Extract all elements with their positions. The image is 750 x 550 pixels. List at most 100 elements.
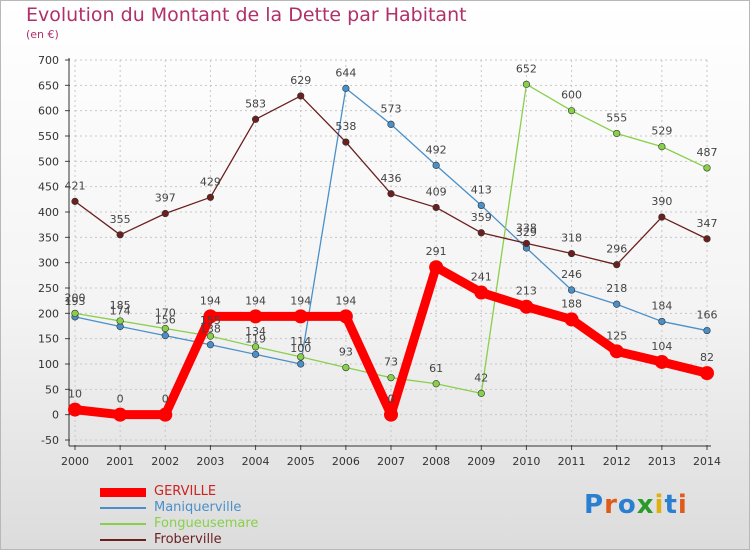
legend-label: Froberville [154,532,222,547]
data-point [387,374,395,382]
data-label: 93 [339,346,353,359]
data-point [700,366,714,381]
data-point [613,300,621,308]
data-label: 241 [471,271,492,284]
data-point [474,285,489,300]
data-label: 0 [117,393,124,406]
y-tick-label: 650 [38,79,59,92]
x-tick-label: 2003 [196,455,224,468]
data-point [203,309,218,324]
data-point [477,389,485,397]
legend-item-fongueusemare: Fongueusemare [100,516,258,532]
data-point [342,84,350,92]
y-tick-label: 500 [38,155,59,168]
data-point [613,261,621,269]
x-tick-label: 2009 [467,455,495,468]
unit-label: (en €) [26,28,59,41]
data-point [384,407,398,422]
y-tick-label: 0 [52,409,59,422]
data-point [567,249,576,258]
series-lines [68,80,714,422]
logo-letter: i [677,490,688,520]
data-label: 390 [651,195,672,208]
data-label: 194 [245,294,266,307]
logo-letter: o [617,490,637,520]
data-label: 359 [471,211,492,224]
data-label: 397 [155,192,176,205]
data-point [658,317,666,326]
x-tick-label: 2013 [648,455,676,468]
data-point [297,360,305,368]
legend-swatch [100,507,146,509]
y-tick-label: 600 [38,105,59,118]
y-tick-label: 350 [38,231,59,244]
y-tick-label: 100 [38,358,59,371]
data-label: 156 [155,314,176,327]
data-label: 170 [155,307,176,320]
data-point [477,229,485,237]
data-label: 114 [290,335,311,348]
data-point [522,239,531,248]
data-label: 194 [200,294,221,307]
y-tick-label: 250 [38,282,59,295]
data-point [71,309,79,317]
data-point [658,213,666,221]
data-point [251,343,260,351]
data-label: 629 [290,74,311,87]
data-point [522,80,531,88]
x-tick-label: 2002 [151,455,179,468]
legend-swatch [100,523,146,525]
data-label: 644 [335,66,356,79]
data-label: 125 [606,329,627,342]
data-point [158,407,173,422]
data-point [297,92,305,100]
legend-label: GERVILLE [154,484,217,499]
data-label: 409 [426,185,447,198]
data-point [251,115,260,123]
data-point [161,324,169,333]
data-label: 600 [561,89,582,102]
logo-letter: x [636,490,655,520]
data-label: 329 [516,226,537,239]
data-point [387,190,395,198]
data-label: 100 [290,342,311,355]
logo-letter: P [584,490,605,520]
data-label: 413 [471,183,492,196]
data-label: 573 [381,102,402,115]
data-point [116,231,124,239]
x-tick-label: 2005 [287,455,315,468]
data-label: 246 [561,268,582,281]
data-label: 194 [290,294,311,307]
data-label: 583 [245,97,266,110]
legend-item-maniquerville: Maniquerville [100,500,258,516]
data-label: 155 [200,314,221,327]
data-point [206,341,215,349]
data-label: 166 [697,309,718,322]
data-label: 10 [68,388,82,401]
data-label: 188 [561,297,582,310]
data-label: 318 [561,232,582,245]
data-point [206,193,215,201]
legend: GERVILLE Maniquerville Fongueusemare Frober… [100,484,258,548]
data-label: 174 [110,305,131,318]
data-point [477,201,485,210]
y-tick-label: 50 [45,383,59,396]
x-tick-label: 2001 [106,455,134,468]
y-tick-label: 550 [38,130,59,143]
logo-letter: i [654,490,665,520]
data-label: 82 [700,351,714,364]
data-point [567,107,576,115]
x-tick-label: 2004 [242,455,270,468]
data-point [703,235,711,243]
data-label: 652 [516,62,537,75]
x-tick-label: 2008 [422,455,450,468]
data-point [613,129,621,138]
x-tick-label: 2007 [377,455,405,468]
data-point [161,209,169,218]
data-label: 184 [651,299,672,312]
data-point [654,354,669,369]
data-point [251,350,260,358]
data-label: 555 [606,111,627,124]
data-point [342,138,350,146]
data-label: 134 [245,325,266,338]
